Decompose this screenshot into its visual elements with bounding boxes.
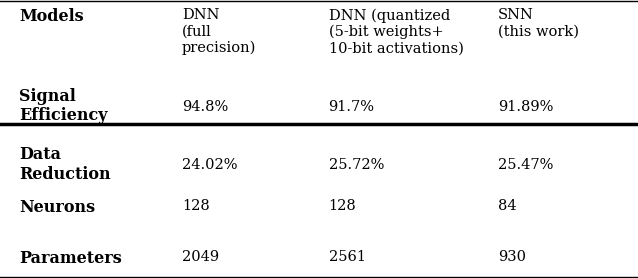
Text: Signal
Efficiency: Signal Efficiency [19,88,108,124]
Text: Parameters: Parameters [19,250,122,267]
Text: 2561: 2561 [329,250,366,264]
Text: Data
Reduction: Data Reduction [19,146,111,183]
Text: 25.47%: 25.47% [498,158,553,172]
Text: 128: 128 [182,199,209,213]
Text: 91.7%: 91.7% [329,100,375,114]
Text: DNN
(full
precision): DNN (full precision) [182,8,256,55]
Text: 91.89%: 91.89% [498,100,553,114]
Text: Models: Models [19,8,84,25]
Text: 128: 128 [329,199,356,213]
Text: SNN
(this work): SNN (this work) [498,8,579,39]
Text: 94.8%: 94.8% [182,100,228,114]
Text: 930: 930 [498,250,526,264]
Text: 24.02%: 24.02% [182,158,237,172]
Text: DNN (quantized
(5-bit weights+
10-bit activations): DNN (quantized (5-bit weights+ 10-bit ac… [329,8,463,56]
Text: Neurons: Neurons [19,199,95,216]
Text: 84: 84 [498,199,516,213]
Text: 2049: 2049 [182,250,219,264]
Text: 25.72%: 25.72% [329,158,384,172]
